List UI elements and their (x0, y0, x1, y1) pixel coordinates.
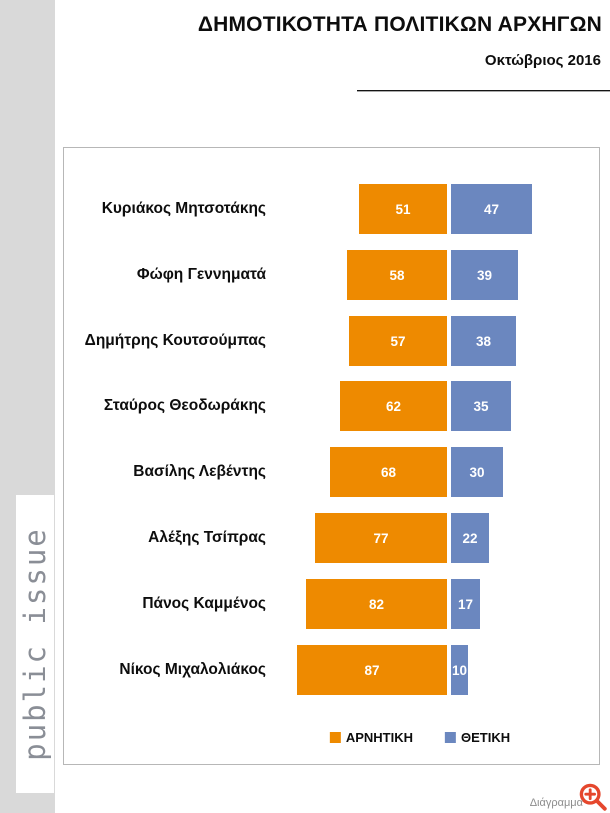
bar-row: Νίκος Μιχαλολιάκος 87 10 (64, 645, 599, 695)
bar-row: Δημήτρης Κουτσούμπας 57 38 (64, 316, 599, 366)
bar-row: Φώφη Γεννηματά 58 39 (64, 250, 599, 300)
watermark-text: public issue (18, 527, 53, 761)
negative-value-label: 58 (389, 267, 405, 283)
negative-value-label: 51 (395, 201, 411, 217)
bar-row: Σταύρος Θεοδωράκης 62 35 (64, 381, 599, 431)
negative-bar: 62 (340, 381, 447, 431)
bar-row: Βασίλης Λεβέντης 68 30 (64, 447, 599, 497)
bar-row: Πάνος Καμμένος 82 17 (64, 579, 599, 629)
negative-value-label: 77 (373, 530, 389, 546)
legend-swatch (329, 732, 341, 743)
negative-bar: 57 (349, 316, 447, 366)
bar-row: Κυριάκος Μητσοτάκης 51 47 (64, 184, 599, 234)
legend-label: ΘΕΤΙΚΗ (461, 730, 511, 745)
category-label: Αλέξης Τσίπρας (148, 529, 266, 546)
positive-bar: 35 (451, 381, 511, 431)
chart-subtitle: Οκτώβριος 2016 (484, 52, 601, 69)
positive-bar: 38 (451, 316, 516, 366)
positive-value-label: 39 (476, 267, 493, 283)
positive-value-label: 47 (483, 201, 500, 217)
negative-value-label: 57 (390, 333, 406, 349)
category-label: Πάνος Καμμένος (142, 595, 266, 612)
chart-plot-area: Κυριάκος Μητσοτάκης 51 47 Φώφη Γεννηματά… (63, 147, 600, 765)
category-label: Σταύρος Θεοδωράκης (103, 397, 266, 414)
legend-item: ΘΕΤΙΚΗ (445, 730, 510, 745)
positive-bar: 39 (451, 250, 518, 300)
diagram-link[interactable]: Διάγραμμα (530, 781, 608, 812)
category-label: Βασίλης Λεβέντης (133, 463, 266, 480)
positive-value-label: 38 (475, 333, 492, 349)
negative-value-label: 62 (385, 398, 402, 414)
negative-bar: 77 (315, 513, 447, 563)
positive-value-label: 35 (473, 398, 489, 414)
category-label: Φώφη Γεννηματά (136, 266, 266, 283)
positive-bar: 10 (451, 645, 468, 695)
diagram-caption: Διάγραμμα (529, 796, 583, 809)
negative-bar: 51 (359, 184, 447, 234)
legend-swatch (445, 732, 457, 743)
positive-bar: 22 (451, 513, 489, 563)
positive-bar: 17 (451, 579, 480, 629)
negative-value-label: 68 (380, 464, 397, 480)
positive-bar: 30 (451, 447, 503, 497)
category-label: Κυριάκος Μητσοτάκης (101, 200, 266, 217)
magnifier-plus-icon[interactable] (577, 781, 608, 812)
category-label: Δημήτρης Κουτσούμπας (84, 332, 266, 349)
bar-rows: Κυριάκος Μητσοτάκης 51 47 Φώφη Γεννηματά… (64, 148, 599, 764)
negative-value-label: 82 (368, 596, 385, 612)
category-label: Νίκος Μιχαλολιάκος (119, 661, 266, 678)
bar-row: Αλέξης Τσίπρας 77 22 (64, 513, 599, 563)
positive-bar: 47 (451, 184, 532, 234)
negative-bar: 58 (347, 250, 447, 300)
negative-bar: 82 (306, 579, 447, 629)
positive-value-label: 30 (469, 464, 485, 480)
public-issue-watermark: public issue (16, 495, 54, 793)
positive-value-label: 10 (451, 662, 468, 678)
negative-bar: 87 (297, 645, 447, 695)
positive-value-label: 22 (462, 530, 478, 546)
legend-item: ΑΡΝΗΤΙΚΗ (329, 730, 414, 745)
negative-value-label: 87 (364, 662, 380, 678)
chart-title: ΔΗΜΟΤΙΚΟΤΗΤΑ ΠΟΛΙΤΙΚΩΝ ΑΡΧΗΓΩΝ (197, 13, 602, 36)
legend-label: ΑΡΝΗΤΙΚΗ (345, 730, 414, 745)
negative-bar: 68 (330, 447, 447, 497)
chart-legend: ΑΡΝΗΤΙΚΗ ΘΕΤΙΚΗ (329, 730, 510, 745)
header-divider-line (357, 90, 610, 92)
positive-value-label: 17 (457, 596, 474, 612)
